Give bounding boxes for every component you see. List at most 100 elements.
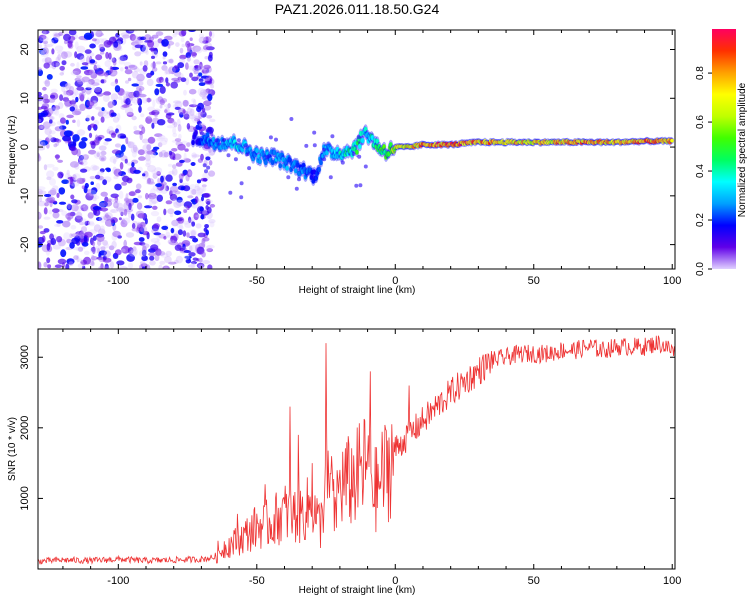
- noise-blob: [193, 212, 199, 221]
- noise-blob: [155, 83, 164, 87]
- noise-blob: [95, 54, 103, 61]
- noise-blob: [111, 72, 118, 76]
- noise-blob: [60, 51, 68, 59]
- noise-blob: [96, 234, 105, 242]
- noise-blob: [138, 81, 144, 86]
- noise-blob: [163, 151, 169, 158]
- noise-blob: [76, 77, 83, 83]
- noise-blob: [123, 197, 129, 203]
- noise-blob: [95, 174, 101, 180]
- noise-blob: [59, 124, 63, 132]
- noise-blob: [201, 240, 206, 248]
- signal-blob: [205, 132, 210, 138]
- noise-blob: [206, 248, 213, 253]
- noise-blob: [44, 79, 51, 87]
- snr-y-tick-label: 1000: [19, 486, 31, 510]
- signal-blob: [264, 160, 268, 166]
- stray-signal-dot: [286, 175, 291, 180]
- spectrogram-frame: [37, 29, 676, 270]
- noise-blob: [74, 77, 81, 82]
- noise-blob: [184, 222, 193, 228]
- noise-blob: [90, 190, 97, 195]
- noise-blob: [196, 262, 205, 269]
- noise-blob: [83, 32, 93, 40]
- noise-blob: [110, 217, 118, 224]
- noise-blob: [61, 210, 68, 216]
- noise-blob: [174, 244, 182, 251]
- noise-blob: [53, 143, 58, 148]
- noise-blob: [98, 43, 105, 50]
- stray-signal-dot: [204, 169, 208, 174]
- signal-blob: [284, 160, 289, 166]
- noise-blob: [171, 148, 178, 152]
- noise-blob: [46, 170, 55, 178]
- noise-blob: [109, 209, 119, 214]
- noise-blob: [157, 142, 163, 148]
- noise-blob: [77, 263, 85, 269]
- noise-blob: [102, 114, 111, 119]
- noise-blob: [133, 125, 138, 131]
- noise-blob: [201, 238, 206, 244]
- noise-blob: [180, 77, 187, 82]
- noise-blob: [55, 154, 59, 161]
- noise-blob: [131, 35, 140, 44]
- noise-blob: [183, 206, 188, 211]
- noise-blob: [148, 196, 153, 202]
- noise-blob: [46, 250, 50, 256]
- noise-blob: [69, 176, 73, 185]
- noise-blob: [79, 103, 86, 112]
- noise-blob: [64, 83, 70, 89]
- noise-blob: [189, 187, 193, 196]
- noise-blob: [162, 265, 170, 269]
- noise-blob: [96, 70, 106, 77]
- stray-signal-dot: [322, 157, 327, 162]
- noise-blob: [191, 204, 198, 209]
- noise-blob: [205, 156, 211, 161]
- noise-blob: [202, 172, 211, 180]
- noise-blob: [46, 243, 51, 251]
- noise-blob: [92, 235, 97, 241]
- noise-blob: [205, 245, 213, 252]
- noise-blob: [110, 132, 117, 138]
- noise-blob: [38, 153, 41, 162]
- noise-blob: [187, 107, 193, 114]
- noise-blob: [69, 242, 75, 249]
- noise-blob: [120, 219, 128, 228]
- noise-blob: [120, 144, 126, 153]
- stray-signal-dot: [357, 154, 362, 159]
- noise-blob: [91, 256, 98, 261]
- noise-blob: [101, 157, 105, 161]
- noise-blob: [137, 195, 143, 199]
- noise-blob: [131, 83, 139, 87]
- stray-signal-dot: [340, 160, 345, 165]
- noise-blob: [177, 229, 183, 236]
- noise-blob: [66, 238, 72, 244]
- noise-blob: [138, 105, 142, 113]
- spectrogram-y-tick-label: -20: [19, 237, 31, 253]
- stray-signal-dot: [328, 175, 333, 180]
- noise-blob: [177, 124, 182, 132]
- noise-blob: [149, 47, 158, 51]
- signal-blob: [389, 142, 393, 148]
- noise-blob: [164, 107, 170, 115]
- noise-blob: [186, 123, 191, 130]
- noise-blob: [141, 126, 146, 134]
- stray-signal-dot: [312, 130, 317, 135]
- noise-blob: [58, 113, 65, 119]
- noise-blob: [172, 182, 178, 187]
- signal-blob: [297, 171, 302, 177]
- noise-blob: [127, 262, 134, 269]
- noise-blob: [165, 69, 172, 75]
- noise-blob: [197, 102, 205, 110]
- noise-blob: [95, 217, 103, 221]
- noise-blob: [124, 158, 128, 164]
- noise-blob: [208, 219, 216, 224]
- noise-blob: [93, 151, 103, 159]
- noise-blob: [128, 202, 132, 211]
- noise-blob: [153, 108, 161, 113]
- noise-blob: [161, 65, 168, 71]
- noise-blob: [159, 85, 166, 94]
- noise-blob: [38, 140, 43, 148]
- noise-blob: [125, 98, 131, 105]
